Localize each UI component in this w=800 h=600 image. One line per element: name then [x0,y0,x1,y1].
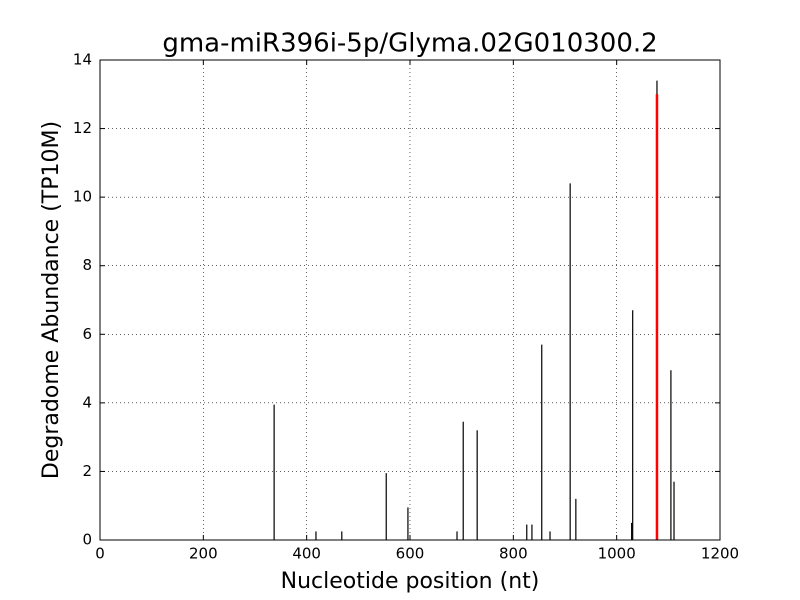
x-tick-label: 0 [95,545,105,563]
x-tick-label: 600 [396,545,425,563]
x-tick-label: 800 [499,545,528,563]
y-tick-label: 10 [73,188,92,206]
y-tick-label: 8 [82,256,92,274]
y-tick-label: 6 [82,325,92,343]
x-tick-label: 400 [292,545,321,563]
x-tick-label: 1200 [701,545,739,563]
y-tick-label: 2 [82,462,92,480]
plot-frame [99,59,721,541]
y-tick-label: 14 [73,51,92,69]
y-tick-label: 0 [82,531,92,549]
y-axis-label: Degradome Abundance (TP10M) [39,121,64,479]
chart-title: gma-miR396i-5p/Glyma.02G010300.2 [162,29,657,59]
y-tick-label: 12 [73,119,92,137]
x-axis-label: Nucleotide position (nt) [281,569,540,594]
x-tick-label: 1000 [598,545,636,563]
y-tick-label: 4 [82,393,92,411]
x-tick-label: 200 [189,545,218,563]
